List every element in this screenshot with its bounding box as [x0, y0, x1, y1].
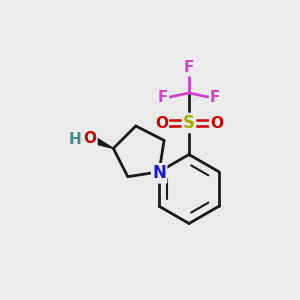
- Text: N: N: [152, 164, 166, 182]
- Text: F: F: [210, 90, 220, 105]
- Text: H: H: [69, 132, 81, 147]
- Text: O: O: [210, 116, 223, 130]
- Polygon shape: [91, 136, 113, 148]
- Text: S: S: [183, 114, 195, 132]
- Text: O: O: [83, 131, 97, 146]
- Text: F: F: [158, 90, 168, 105]
- Text: F: F: [184, 60, 194, 75]
- Text: O: O: [155, 116, 168, 130]
